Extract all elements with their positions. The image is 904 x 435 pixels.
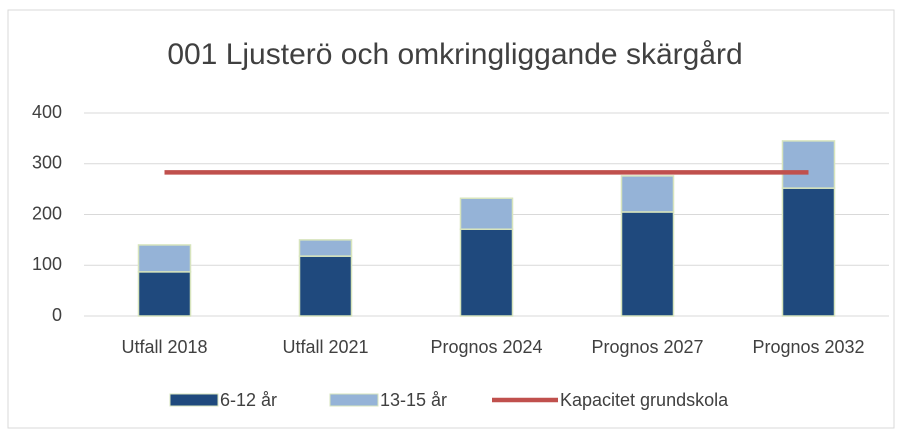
chart-title: 001 Ljusterö och omkringliggande skärgår…	[167, 38, 742, 71]
bar	[781, 140, 836, 189]
x-tick-label: Prognos 2032	[752, 337, 864, 357]
bar	[298, 239, 353, 257]
bar	[137, 271, 192, 317]
legend-label: Kapacitet grundskola	[560, 390, 729, 410]
bar	[620, 211, 675, 317]
legend-swatch	[169, 393, 219, 407]
x-tick-label: Utfall 2018	[121, 337, 207, 357]
bar	[298, 255, 353, 317]
y-tick-label: 300	[32, 153, 62, 173]
bar	[459, 228, 514, 317]
bar	[459, 197, 514, 230]
y-tick-label: 0	[52, 305, 62, 325]
legend-label: 6-12 år	[220, 390, 277, 410]
legend-label: 13-15 år	[380, 390, 447, 410]
x-tick-label: Prognos 2024	[430, 337, 542, 357]
y-tick-label: 400	[32, 102, 62, 122]
legend-swatch	[329, 393, 379, 407]
chart-frame	[7, 9, 895, 429]
x-tick-label: Utfall 2021	[282, 337, 368, 357]
bar	[137, 244, 192, 273]
x-tick-label: Prognos 2027	[591, 337, 703, 357]
y-tick-label: 200	[32, 203, 62, 223]
bar	[781, 187, 836, 317]
bar	[620, 175, 675, 213]
y-tick-label: 100	[32, 254, 62, 274]
